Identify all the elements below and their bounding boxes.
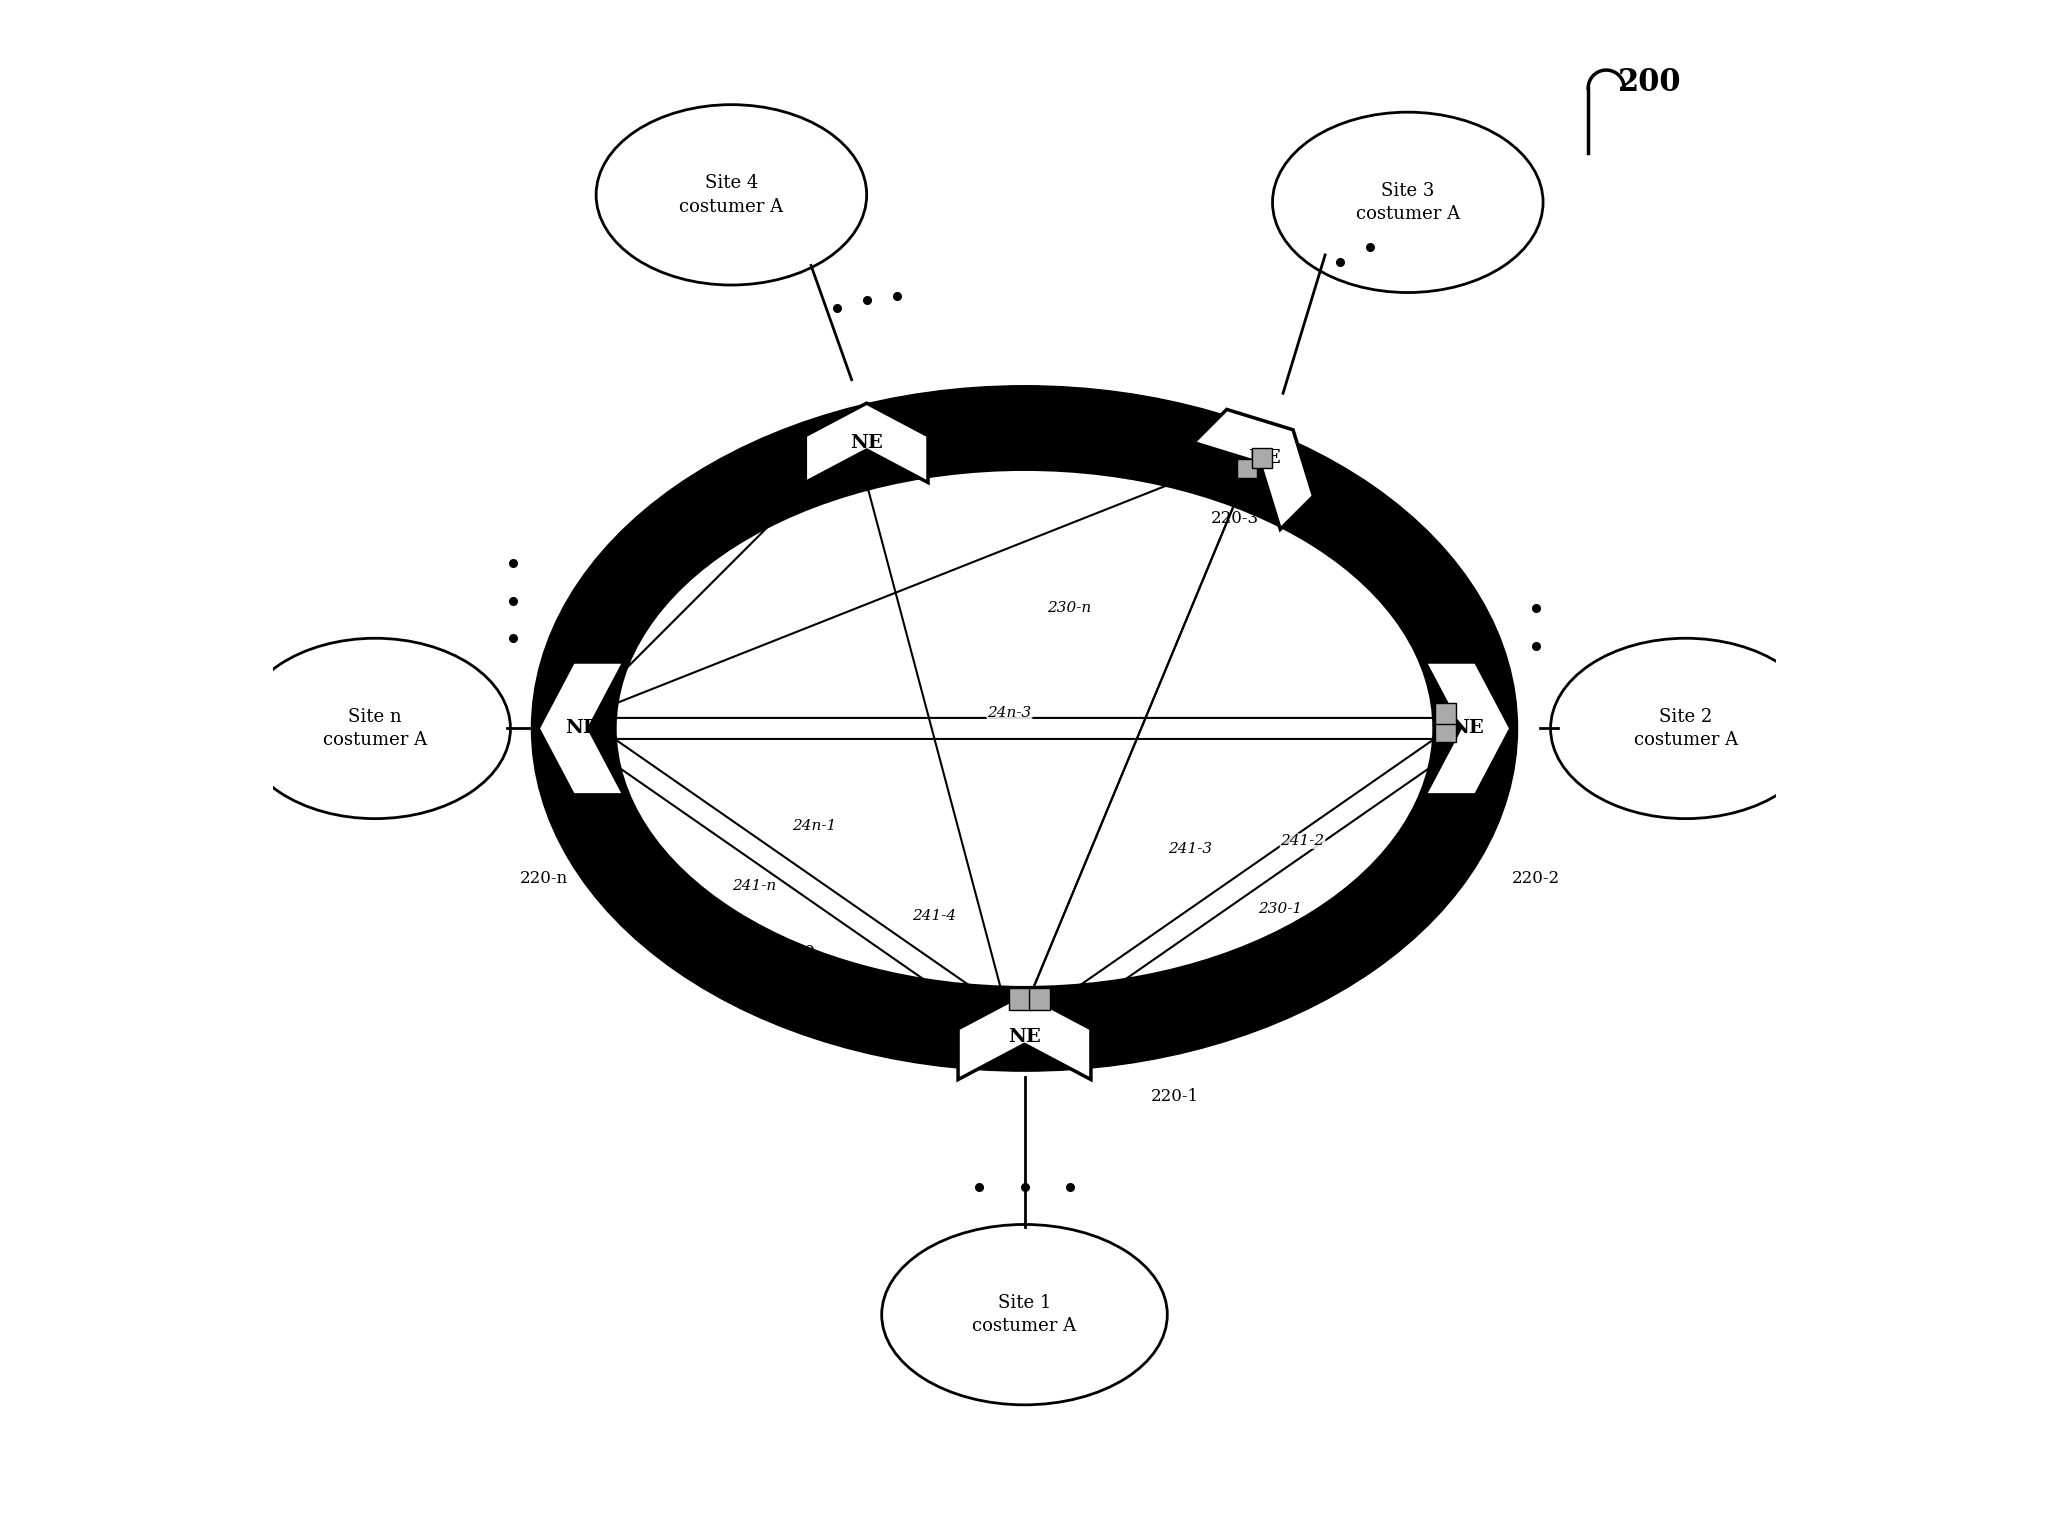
Text: 210: 210	[783, 945, 816, 963]
Text: 220-1: 220-1	[1152, 1088, 1199, 1106]
Text: NE: NE	[566, 719, 598, 737]
Polygon shape	[1424, 661, 1510, 795]
Ellipse shape	[596, 105, 867, 285]
Text: NE: NE	[850, 434, 883, 452]
Bar	[1252, 448, 1272, 467]
Text: 24n-3: 24n-3	[988, 707, 1031, 721]
Bar	[1029, 989, 1049, 1009]
Text: Site 2
costumer A: Site 2 costumer A	[1633, 707, 1738, 749]
Text: 230-n: 230-n	[1047, 601, 1092, 616]
Bar	[1434, 721, 1457, 742]
Text: 220-3: 220-3	[1211, 510, 1258, 526]
Text: 220-4: 220-4	[707, 498, 756, 514]
Text: Site 4
costumer A: Site 4 costumer A	[680, 174, 783, 215]
Ellipse shape	[615, 470, 1434, 988]
Bar	[1238, 458, 1256, 478]
Polygon shape	[1195, 410, 1313, 529]
Polygon shape	[539, 661, 625, 795]
Ellipse shape	[1551, 639, 1822, 819]
Text: Site n
costumer A: Site n costumer A	[324, 707, 428, 749]
Ellipse shape	[240, 639, 510, 819]
Text: 220-n: 220-n	[520, 871, 568, 887]
Ellipse shape	[1272, 112, 1543, 293]
Text: NE: NE	[1451, 719, 1483, 737]
Text: 200: 200	[1619, 67, 1682, 99]
Text: 230-1: 230-1	[1258, 901, 1301, 916]
Bar	[1010, 989, 1031, 1009]
Ellipse shape	[531, 385, 1518, 1071]
Text: Site 3
costumer A: Site 3 costumer A	[1356, 182, 1459, 223]
Polygon shape	[805, 404, 928, 482]
Text: 241-2: 241-2	[1281, 834, 1324, 848]
Text: NE: NE	[1248, 449, 1281, 467]
Text: NE: NE	[1008, 1027, 1041, 1045]
Text: 220-2: 220-2	[1512, 871, 1559, 887]
Text: 241-4: 241-4	[912, 909, 957, 924]
Polygon shape	[959, 994, 1090, 1080]
Bar	[1434, 702, 1457, 724]
Text: 24n-1: 24n-1	[793, 819, 836, 833]
Text: 241-n: 241-n	[731, 880, 777, 894]
Ellipse shape	[881, 1224, 1168, 1405]
Text: Site 1
costumer A: Site 1 costumer A	[973, 1294, 1076, 1335]
Text: 241-3: 241-3	[1168, 842, 1211, 856]
